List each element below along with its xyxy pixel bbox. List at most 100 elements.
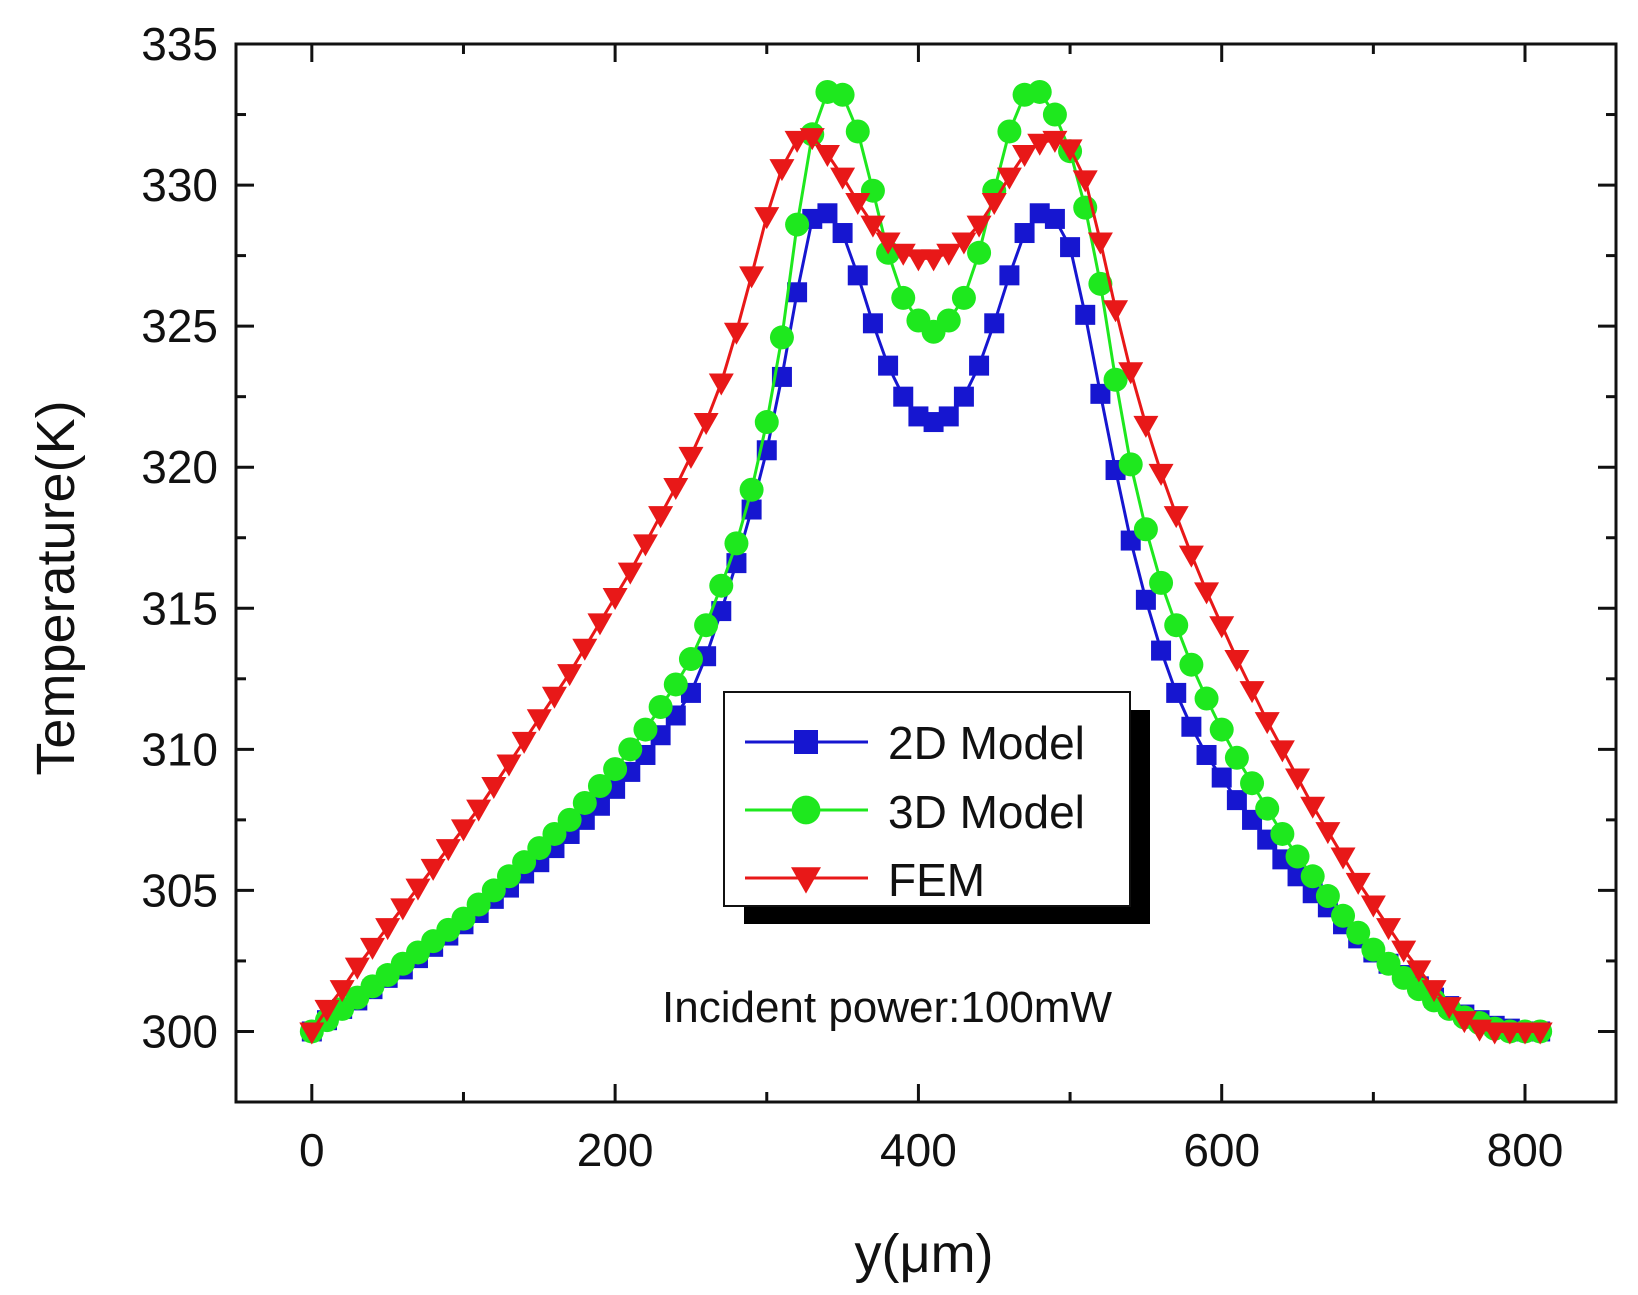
data-point-fem	[830, 167, 856, 190]
data-point-3d-model	[1300, 864, 1325, 889]
data-point-3d-model	[951, 285, 976, 310]
data-point-fem	[557, 664, 583, 687]
data-point-fem	[936, 243, 962, 266]
data-point-3d-model	[967, 240, 992, 265]
data-point-2d-model	[1151, 640, 1172, 661]
data-point-fem	[693, 413, 719, 436]
data-point-fem	[1406, 960, 1432, 983]
data-point-3d-model	[754, 410, 779, 435]
data-point-fem	[966, 215, 992, 238]
y-tick-label: 330	[141, 159, 218, 211]
data-point-fem	[996, 167, 1022, 190]
data-point-fem	[1103, 300, 1129, 323]
data-point-2d-model	[1044, 208, 1065, 229]
data-point-fem	[663, 477, 689, 500]
data-point-fem	[1391, 940, 1417, 963]
data-point-3d-model	[1149, 570, 1174, 595]
data-point-fem	[587, 613, 613, 636]
x-axis-ticks: 0 200 400 600 800	[299, 44, 1563, 1176]
y-tick-label: 325	[141, 300, 218, 352]
data-point-fem	[1254, 712, 1280, 735]
data-point-fem	[359, 937, 385, 960]
y-tick-label: 320	[141, 441, 218, 493]
data-point-fem	[1178, 545, 1204, 568]
data-point-2d-model	[787, 282, 808, 303]
data-point-3d-model	[1346, 920, 1371, 945]
data-point-3d-model	[769, 325, 794, 350]
y-tick-label: 305	[141, 864, 218, 916]
data-point-2d-model	[1196, 744, 1217, 765]
data-point-fem	[435, 839, 461, 862]
data-point-fem	[1133, 415, 1159, 438]
legend-label-2d-model: 2D Model	[888, 717, 1085, 769]
data-point-fem	[466, 799, 492, 822]
data-point-fem	[375, 918, 401, 941]
data-point-3d-model	[709, 573, 734, 598]
data-point-3d-model	[1224, 745, 1249, 770]
data-point-fem	[617, 562, 643, 585]
data-point-2d-model	[1014, 223, 1035, 244]
data-point-fem	[845, 192, 871, 215]
data-point-fem	[1163, 506, 1189, 529]
data-point-2d-model	[1181, 716, 1202, 737]
series-line-fem	[310, 135, 1541, 1033]
data-point-fem	[875, 232, 901, 255]
data-point-3d-model	[557, 807, 582, 832]
data-point-fem	[1224, 650, 1250, 673]
series-layer	[299, 79, 1553, 1045]
data-point-3d-model	[1133, 517, 1158, 542]
legend: 2D Model 3D Model FEM	[723, 691, 1150, 924]
data-point-3d-model	[997, 119, 1022, 144]
data-point-fem	[1421, 980, 1447, 1003]
data-point-fem	[1345, 872, 1371, 895]
data-point-fem	[541, 686, 567, 709]
data-point-3d-model	[1027, 79, 1052, 104]
data-point-fem	[1285, 768, 1311, 791]
plot-frame	[234, 42, 1618, 1104]
data-point-3d-model	[1042, 102, 1067, 127]
data-point-3d-model	[1194, 686, 1219, 711]
data-point-2d-model	[1135, 589, 1156, 610]
legend-label-fem: FEM	[888, 854, 985, 906]
data-point-fem	[450, 819, 476, 842]
data-point-2d-model	[969, 355, 990, 376]
data-point-fem	[784, 130, 810, 153]
x-tick-label: 400	[880, 1124, 957, 1176]
data-point-fem	[890, 243, 916, 266]
data-point-2d-model	[1075, 304, 1096, 325]
data-point-fem	[1451, 1011, 1477, 1034]
x-axis-title: y(μm)	[854, 1224, 993, 1284]
data-point-fem	[1527, 1022, 1553, 1045]
data-point-3d-model	[1240, 771, 1265, 796]
data-point-fem	[1269, 740, 1295, 763]
data-point-3d-model	[542, 821, 567, 846]
y-axis-ticks: 300 305 310 315 320 325 330 335	[141, 18, 1616, 1104]
data-point-fem	[496, 754, 522, 777]
data-point-2d-model	[984, 313, 1005, 334]
data-point-3d-model	[1376, 951, 1401, 976]
data-point-3d-model	[648, 695, 673, 720]
data-point-fem	[1300, 796, 1326, 819]
data-point-fem	[344, 957, 370, 980]
legend-marker-fem	[791, 867, 821, 894]
data-point-fem	[632, 534, 658, 557]
data-point-3d-model	[1285, 844, 1310, 869]
data-point-fem	[1042, 130, 1068, 153]
data-point-fem	[511, 731, 537, 754]
data-point-fem	[648, 506, 674, 529]
x-tick-label: 600	[1183, 1124, 1260, 1176]
data-point-3d-model	[891, 285, 916, 310]
data-point-3d-model	[1270, 821, 1295, 846]
data-point-fem	[299, 1022, 325, 1045]
data-point-3d-model	[1088, 271, 1113, 296]
legend-marker-3d-model	[791, 795, 821, 825]
data-point-3d-model	[1103, 367, 1128, 392]
data-point-3d-model	[572, 790, 597, 815]
data-point-fem	[1436, 997, 1462, 1020]
data-point-3d-model	[512, 850, 537, 875]
data-point-2d-model	[1060, 237, 1081, 258]
data-point-fem	[860, 215, 886, 238]
legend-label-3d-model: 3D Model	[888, 786, 1085, 838]
data-point-fem	[1376, 918, 1402, 941]
data-point-2d-model	[1090, 383, 1111, 404]
